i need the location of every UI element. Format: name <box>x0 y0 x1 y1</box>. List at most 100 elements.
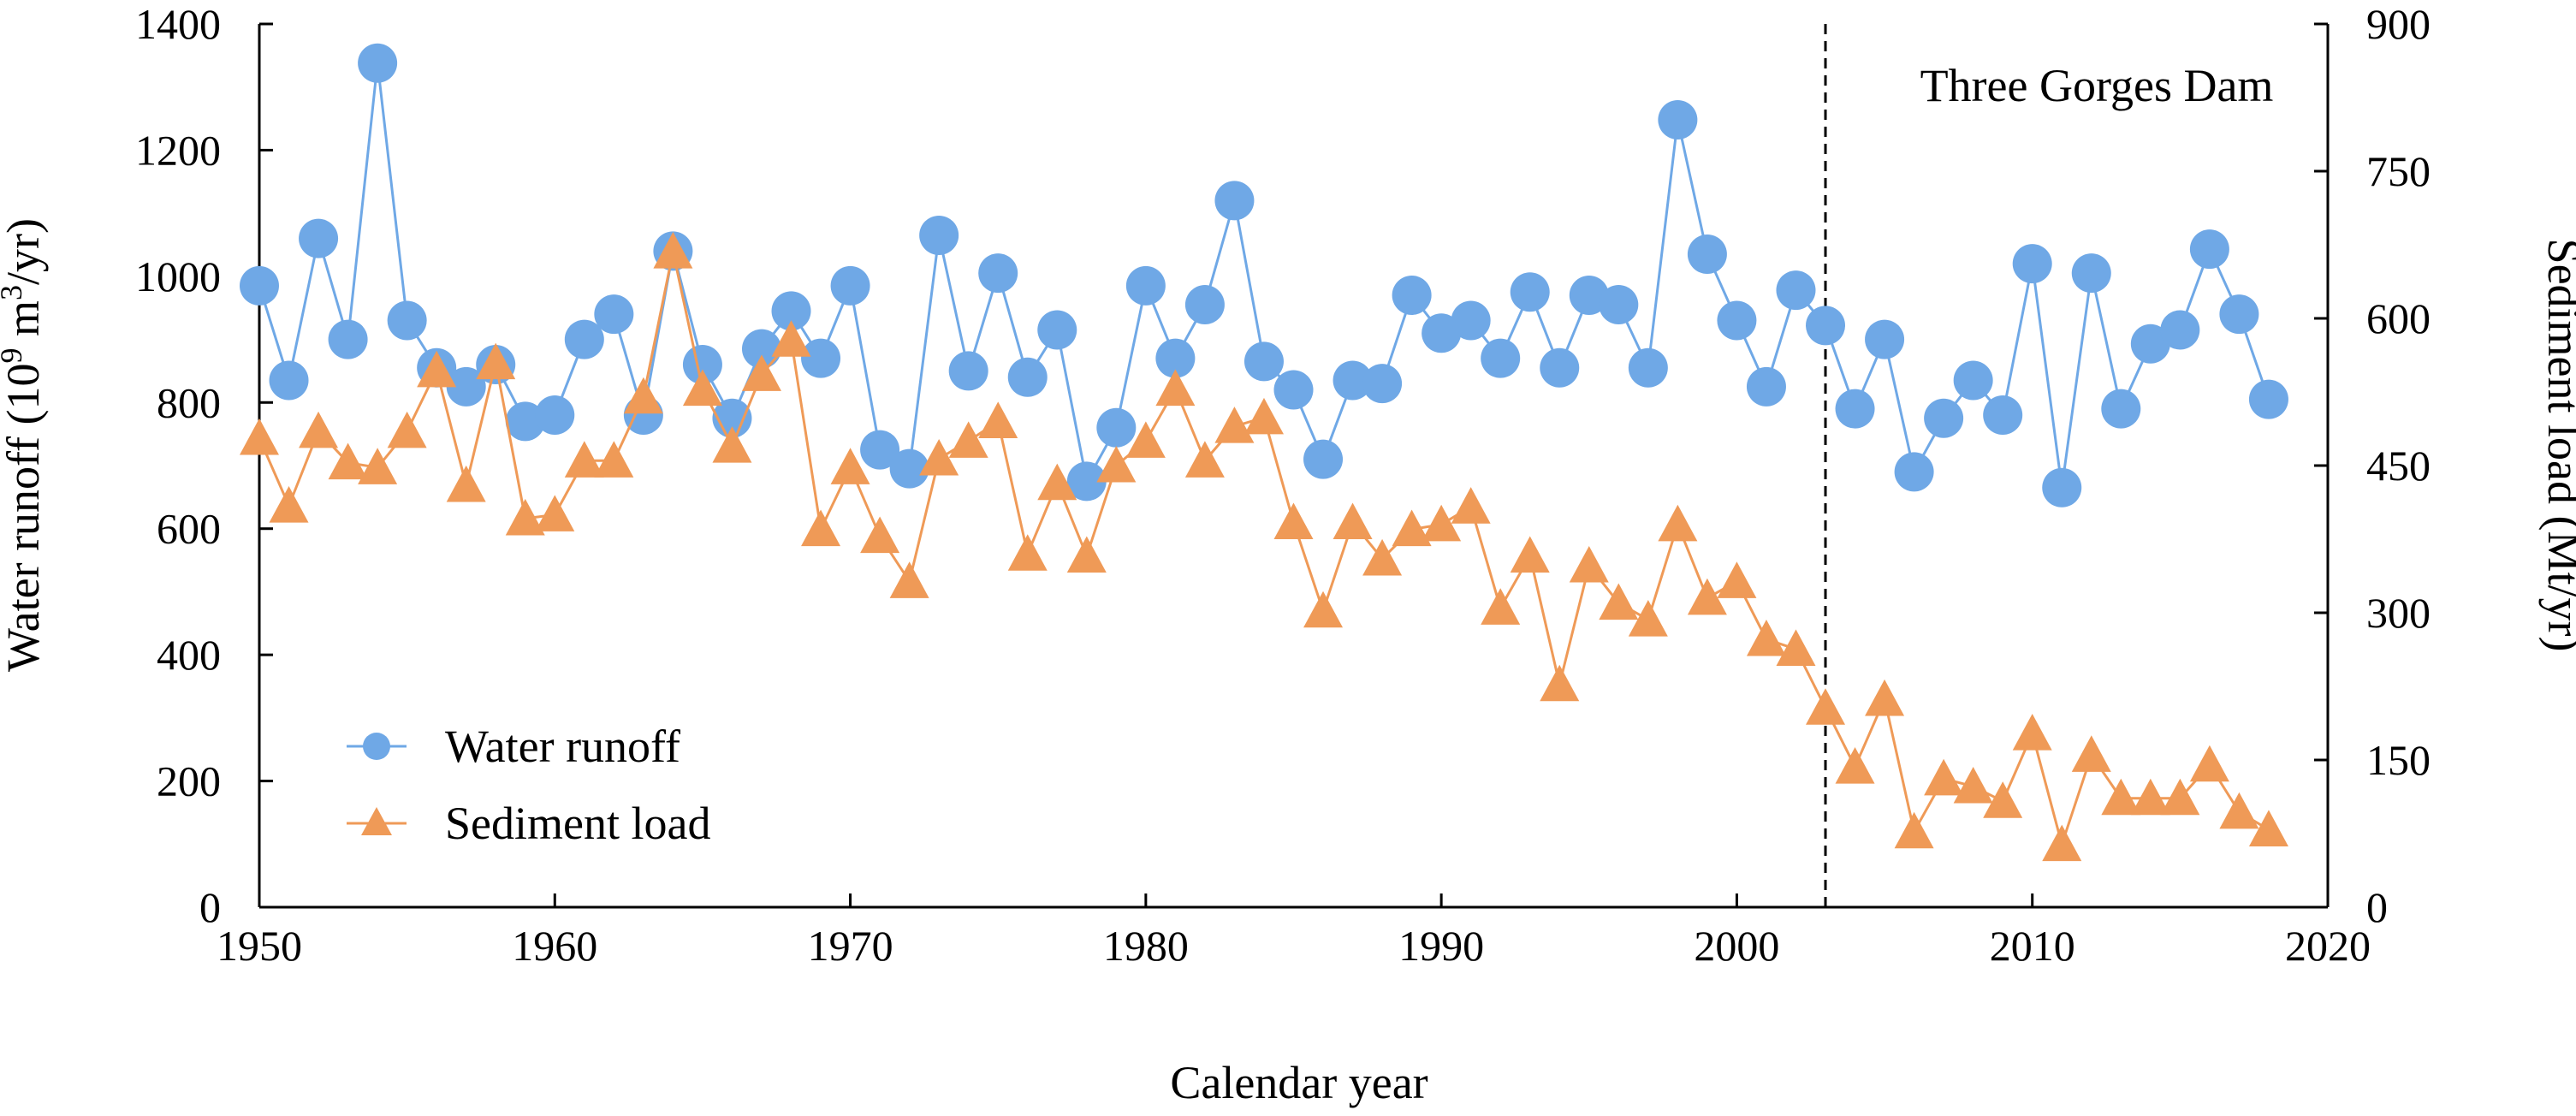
point-sediment-load <box>2219 792 2259 829</box>
x-tick-label: 1990 <box>1398 922 1484 970</box>
point-sediment-load <box>1924 758 1964 796</box>
point-water-runoff <box>2219 294 2259 335</box>
point-sediment-load <box>623 377 663 414</box>
point-water-runoff <box>328 319 368 359</box>
legend-marker-water-runoff <box>363 733 390 760</box>
y-right-tick-label: 0 <box>2366 883 2388 931</box>
point-sediment-load <box>1835 747 1875 784</box>
annotation-layer: Three Gorges Dam <box>1920 60 2274 111</box>
point-sediment-load <box>1184 441 1225 478</box>
point-sediment-load <box>387 411 427 448</box>
point-water-runoff <box>741 329 781 369</box>
y-right-tick-label: 150 <box>2366 736 2431 784</box>
point-water-runoff <box>1628 347 1668 388</box>
point-sediment-load <box>564 441 604 478</box>
y-right-tick-label: 600 <box>2366 294 2431 342</box>
point-sediment-load <box>2130 778 2170 816</box>
point-water-runoff <box>1066 461 1107 502</box>
point-water-runoff <box>889 448 929 489</box>
point-water-runoff <box>1510 272 1550 312</box>
point-water-runoff <box>1125 265 1166 306</box>
point-water-runoff <box>1007 357 1048 397</box>
x-tick-label: 1980 <box>1103 922 1189 970</box>
series-layer <box>240 43 2288 862</box>
point-sediment-load <box>1214 407 1255 443</box>
point-water-runoff <box>1599 285 1639 325</box>
point-water-runoff <box>1658 100 1698 140</box>
y-left-tick-label: 1400 <box>135 0 221 48</box>
point-water-runoff <box>358 43 398 83</box>
point-sediment-load <box>1273 502 1314 540</box>
point-water-runoff <box>1540 347 1580 388</box>
point-sediment-load <box>771 320 811 357</box>
point-sediment-load <box>446 465 486 502</box>
point-water-runoff <box>1717 300 1757 341</box>
point-water-runoff <box>1983 395 2023 436</box>
point-water-runoff <box>860 430 900 470</box>
y-axis-title-left-part2: m <box>0 300 49 348</box>
point-sediment-load <box>1628 600 1668 637</box>
point-sediment-load <box>2189 745 2229 782</box>
point-sediment-load <box>1746 619 1786 656</box>
point-sediment-load <box>1569 545 1609 583</box>
point-water-runoff <box>446 366 486 407</box>
point-water-runoff <box>2012 244 2052 284</box>
point-water-runoff <box>1303 439 1344 479</box>
point-water-runoff <box>1746 366 1786 407</box>
point-water-runoff <box>1924 398 1964 438</box>
point-sediment-load <box>2248 810 2288 846</box>
point-sediment-load <box>505 498 545 536</box>
point-water-runoff <box>1451 300 1491 341</box>
point-water-runoff <box>1569 275 1609 315</box>
point-water-runoff <box>564 319 604 359</box>
point-water-runoff <box>1155 338 1196 378</box>
point-sediment-load <box>417 350 457 388</box>
point-water-runoff <box>505 401 545 442</box>
point-sediment-load <box>328 442 368 480</box>
axis-titles: Calendar year Water runoff (109 m3/yr) S… <box>0 218 2576 1108</box>
point-water-runoff <box>2042 467 2082 508</box>
point-water-runoff <box>1835 389 1875 429</box>
point-sediment-load <box>1066 536 1107 573</box>
legend-marker-sediment-load <box>361 807 392 835</box>
point-water-runoff <box>535 395 575 436</box>
point-sediment-load <box>269 486 309 523</box>
point-water-runoff <box>2101 389 2141 429</box>
legend: Water runoff Sediment load <box>347 721 710 849</box>
x-tick-label: 2010 <box>1990 922 2075 970</box>
x-tick-label: 1960 <box>512 922 597 970</box>
point-sediment-load <box>1540 664 1580 702</box>
y-left-tick-label: 1000 <box>135 252 221 300</box>
point-water-runoff <box>2189 229 2229 270</box>
point-water-runoff <box>387 300 427 341</box>
point-sediment-load <box>1037 463 1077 501</box>
point-water-runoff <box>1243 341 1284 382</box>
point-water-runoff <box>830 265 870 306</box>
point-sediment-load <box>1865 679 1905 716</box>
annotation-label: Three Gorges Dam <box>1920 60 2274 111</box>
point-sediment-load <box>978 401 1018 438</box>
y-right-tick-label: 750 <box>2366 147 2431 195</box>
point-sediment-load <box>1658 504 1698 542</box>
y-left-tick-label: 0 <box>199 883 221 931</box>
y-left-tick-label: 800 <box>157 378 221 426</box>
point-water-runoff <box>594 294 634 335</box>
point-water-runoff <box>1096 407 1137 448</box>
y-axis-title-left: Water runoff (109 m3/yr) <box>0 218 49 672</box>
point-water-runoff <box>1422 313 1462 353</box>
point-sediment-load <box>2042 824 2082 862</box>
point-sediment-load <box>1125 421 1166 458</box>
point-sediment-load <box>1717 561 1757 598</box>
y-right-tick-label: 900 <box>2366 0 2431 48</box>
point-water-runoff <box>771 291 811 331</box>
point-water-runoff <box>919 215 959 255</box>
y-axis-title-right: Sediment load (Mt/yr) <box>2538 239 2576 652</box>
x-tick-label: 2020 <box>2285 922 2371 970</box>
point-sediment-load <box>1243 397 1284 435</box>
point-sediment-load <box>476 342 516 380</box>
point-sediment-load <box>1510 536 1550 573</box>
point-sediment-load <box>1687 578 1727 615</box>
point-sediment-load <box>682 369 722 407</box>
x-tick-label: 1950 <box>217 922 302 970</box>
